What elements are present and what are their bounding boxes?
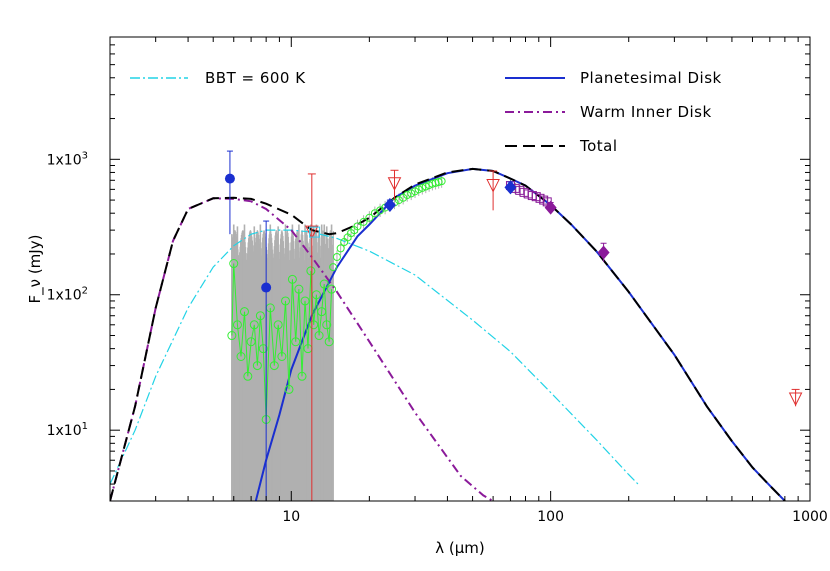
model-curves xyxy=(110,167,786,501)
irs-long-point xyxy=(418,183,427,192)
irs-point xyxy=(324,337,334,347)
upper-limit-marker xyxy=(387,177,402,191)
upper-limit-marker xyxy=(788,392,803,407)
irs-point xyxy=(239,307,249,317)
irs-long-point xyxy=(403,191,412,200)
irs-point xyxy=(232,320,242,330)
irs-point xyxy=(300,296,310,306)
irs-point xyxy=(311,290,321,300)
photometry-circle xyxy=(224,173,235,184)
irs-long-point xyxy=(437,177,446,186)
irs-point xyxy=(314,331,324,341)
legend-label: Warm Inner Disk xyxy=(580,103,712,121)
model-curve-bbt-600-k xyxy=(110,229,640,487)
y-tick-label: 1x102 xyxy=(47,286,88,304)
irs-point xyxy=(309,320,319,330)
irs-point xyxy=(249,320,259,330)
irs-point xyxy=(294,284,304,294)
photometry-diamond xyxy=(504,180,517,195)
irs-long-point xyxy=(359,217,368,226)
irs-long-point xyxy=(336,244,345,253)
irs-point xyxy=(306,266,316,276)
legend-label: BBT = 600 K xyxy=(205,69,306,87)
irs-long-point xyxy=(414,185,423,194)
y-tick-label-base: 1x10 xyxy=(47,288,82,304)
irs-long-point xyxy=(431,178,440,187)
irs-point xyxy=(246,337,256,347)
irs-long-point xyxy=(394,196,403,205)
irs-point xyxy=(269,361,279,371)
irs-point xyxy=(227,331,237,341)
y-axis-label: F_ν (mJy) xyxy=(26,235,45,304)
upper-limit-marker xyxy=(305,225,319,240)
irs-point xyxy=(284,384,294,394)
photometry-circle xyxy=(261,282,272,293)
upper-limit-marker xyxy=(486,179,500,193)
irs-point xyxy=(273,320,283,330)
irs-point xyxy=(319,279,329,289)
irs-long-point xyxy=(365,213,374,222)
irs-point xyxy=(258,344,268,354)
y-axis-label-text: F_ν (mJy) xyxy=(26,235,45,304)
x-tick-label: 10 xyxy=(282,509,300,525)
irs-long-point xyxy=(329,263,338,272)
irs-point xyxy=(281,296,291,306)
model-curve-planetesimal-disk xyxy=(254,167,786,501)
y-tick-label-exponent: 3 xyxy=(82,150,88,161)
irs-point xyxy=(236,351,246,361)
y-tick-label: 1x101 xyxy=(47,421,88,439)
irs-point xyxy=(327,284,337,294)
model-curve-warm-inner-disk xyxy=(110,197,494,501)
irs-long-point xyxy=(407,189,416,198)
y-tick-label: 1x103 xyxy=(47,150,88,168)
errorbar-layer xyxy=(231,174,548,501)
irs-point xyxy=(229,259,239,269)
irs-point xyxy=(291,337,301,347)
y-tick-label-exponent: 1 xyxy=(82,421,88,432)
irs-point xyxy=(297,371,307,381)
irs-point xyxy=(277,351,287,361)
irs-point xyxy=(317,307,327,317)
y-tick-label-exponent: 2 xyxy=(82,286,88,297)
model-curve-total xyxy=(110,167,786,501)
irs-long-point xyxy=(376,206,385,215)
legend: BBT = 600 K Planetesimal Disk Warm Inner D… xyxy=(130,69,722,155)
irs-long-point xyxy=(332,252,341,261)
irs-point xyxy=(255,311,265,321)
x-tick-label: 100 xyxy=(537,509,564,525)
irs-long-point xyxy=(353,222,362,231)
x-tick-label: 1000 xyxy=(792,509,828,525)
y-tick-label-base: 1x10 xyxy=(47,423,82,439)
photometry-diamond xyxy=(383,197,396,212)
irs-spectrum-line xyxy=(231,263,333,420)
irs-point xyxy=(243,371,253,381)
plot-frame xyxy=(109,36,811,502)
irs-long-point xyxy=(399,193,408,202)
data-points xyxy=(224,150,803,501)
photometry-diamond xyxy=(544,200,557,215)
photometry-diamond xyxy=(597,245,610,260)
iras-square-marker xyxy=(309,226,321,238)
x-axis-label: λ (μm) xyxy=(435,539,485,557)
legend-label: Planetesimal Disk xyxy=(580,69,722,87)
irs-point xyxy=(287,274,297,284)
irs-point xyxy=(322,320,332,330)
y-tick-label-base: 1x10 xyxy=(47,152,82,168)
legend-label: Total xyxy=(579,137,618,155)
irs-point xyxy=(252,361,262,371)
